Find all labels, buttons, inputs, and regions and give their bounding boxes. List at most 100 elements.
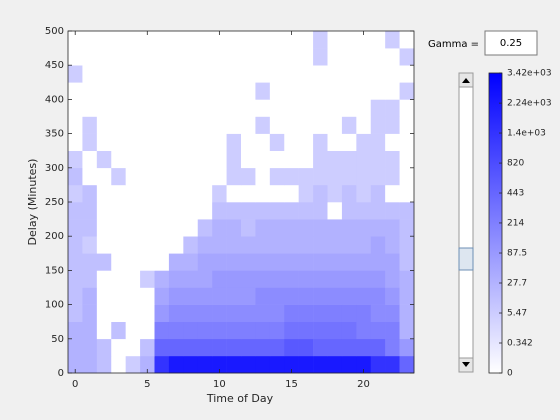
cell	[68, 202, 83, 220]
cell	[255, 219, 271, 237]
cell	[255, 202, 271, 220]
cell	[269, 167, 285, 186]
cell	[341, 99, 357, 117]
cell	[255, 184, 271, 203]
cell	[212, 236, 227, 254]
cell	[341, 202, 357, 220]
cell	[183, 99, 199, 117]
cell	[140, 355, 155, 374]
cell	[356, 150, 372, 169]
cell	[111, 167, 126, 186]
cell	[385, 253, 400, 271]
cell	[154, 270, 170, 288]
cell	[356, 236, 372, 254]
cell	[82, 355, 98, 374]
cell	[96, 82, 112, 100]
cell	[212, 133, 227, 151]
cell	[269, 304, 285, 322]
cell	[96, 219, 112, 237]
cell	[168, 167, 184, 186]
cell	[125, 338, 141, 357]
gamma-value[interactable]: 0.25	[500, 38, 522, 49]
cell	[183, 184, 199, 203]
cell	[197, 184, 213, 203]
cell	[197, 167, 213, 186]
cell	[82, 31, 98, 49]
cell	[370, 287, 386, 305]
y-tick-label: 500	[45, 26, 64, 37]
cell	[168, 270, 184, 288]
cell	[68, 321, 83, 340]
cell	[68, 31, 83, 49]
slider[interactable]	[458, 72, 474, 373]
cell	[140, 48, 155, 66]
cell	[140, 116, 155, 134]
cell	[125, 355, 141, 374]
cell	[399, 202, 415, 220]
cell	[298, 116, 314, 134]
cell	[125, 150, 141, 169]
y-tick-label: 450	[45, 60, 64, 71]
cell	[125, 184, 141, 203]
cell	[212, 99, 227, 117]
cell	[226, 321, 242, 340]
cell	[385, 355, 400, 374]
cell	[183, 219, 199, 237]
cell	[356, 31, 372, 49]
cell	[111, 31, 126, 49]
cell	[241, 99, 256, 117]
cell	[313, 304, 328, 322]
cell	[212, 321, 227, 340]
gamma-input[interactable]	[484, 30, 538, 56]
cell	[68, 270, 83, 288]
cell	[125, 304, 141, 322]
cell	[111, 116, 126, 134]
cell	[356, 253, 372, 271]
x-tick-label: 20	[357, 379, 370, 390]
cell	[241, 82, 256, 100]
slider-track[interactable]	[458, 72, 474, 373]
cell	[298, 48, 314, 66]
cell	[226, 355, 242, 374]
cell	[327, 184, 343, 203]
colorbar-tick-label: 87.5	[507, 249, 527, 259]
cell	[298, 202, 314, 220]
cell	[197, 31, 213, 49]
cell	[269, 82, 285, 100]
cell	[96, 321, 112, 340]
cell	[140, 99, 155, 117]
cell	[255, 304, 271, 322]
cell	[269, 236, 285, 254]
cell	[226, 65, 242, 83]
slider-thumb[interactable]	[458, 247, 474, 271]
cell	[241, 133, 256, 151]
cell	[327, 253, 343, 271]
cell	[313, 219, 328, 237]
cell	[168, 287, 184, 305]
cell	[96, 236, 112, 254]
cell	[111, 287, 126, 305]
x-axis-label: Time of Day	[206, 392, 274, 405]
cell	[241, 270, 256, 288]
cell	[212, 304, 227, 322]
cell	[269, 321, 285, 340]
cell	[356, 184, 372, 203]
cell	[197, 287, 213, 305]
cell	[82, 321, 98, 340]
cell	[327, 219, 343, 237]
cell	[269, 133, 285, 151]
cell	[168, 202, 184, 220]
cell	[197, 82, 213, 100]
cell	[313, 82, 328, 100]
cell	[313, 202, 328, 220]
cell	[125, 202, 141, 220]
cell	[269, 253, 285, 271]
colorbar-tick-label: 0.342	[507, 339, 533, 349]
cell	[154, 321, 170, 340]
cell	[298, 82, 314, 100]
cell	[341, 150, 357, 169]
cell	[212, 287, 227, 305]
cell	[298, 304, 314, 322]
cell	[385, 219, 400, 237]
